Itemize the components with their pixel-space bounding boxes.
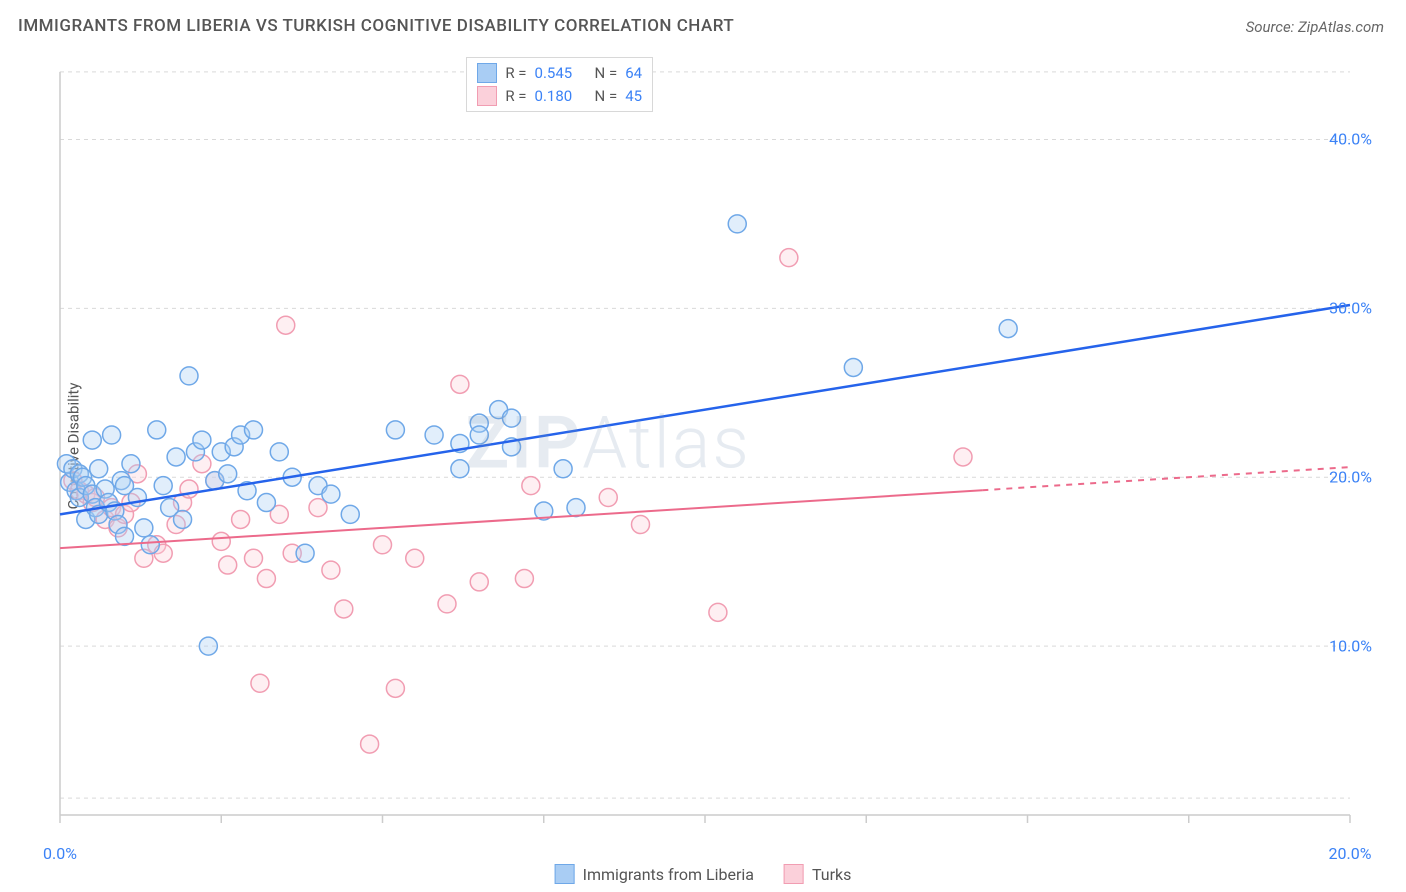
y-tick-label: 40.0%: [1329, 130, 1372, 149]
legend-r-label: R =: [505, 64, 526, 82]
y-tick-label: 10.0%: [1329, 637, 1372, 656]
legend-top: R = 0.545 N = 64 R = 0.180 N = 45: [466, 57, 653, 112]
legend-r-label: R =: [505, 87, 526, 105]
legend-swatch: [477, 86, 497, 106]
legend-top-row: R = 0.545 N = 64: [477, 63, 642, 83]
y-tick-label: 30.0%: [1329, 299, 1372, 318]
y-tick-label: 20.0%: [1329, 468, 1372, 487]
legend-series-name: Turks: [812, 865, 851, 884]
chart-title: IMMIGRANTS FROM LIBERIA VS TURKISH COGNI…: [18, 16, 734, 36]
source-label: Source:: [1246, 18, 1298, 36]
legend-swatch: [784, 864, 804, 884]
chart-container: IMMIGRANTS FROM LIBERIA VS TURKISH COGNI…: [0, 0, 1406, 892]
x-tick-label: 0.0%: [43, 844, 77, 863]
legend-n-value: 45: [625, 87, 642, 105]
legend-series-name: Immigrants from Liberia: [583, 865, 754, 884]
plot-area: ZIPAtlas R =0.545N =64R =0.180N =45 10.0…: [50, 45, 1380, 835]
legend-r-value: 0.545: [535, 64, 587, 82]
legend-n-label: N =: [595, 64, 618, 82]
x-tick-label: 20.0%: [1329, 844, 1372, 863]
legend-swatch: [477, 63, 497, 83]
legend-n-label: N =: [595, 87, 618, 105]
legend-n-value: 64: [625, 64, 642, 82]
legend-swatch: [555, 864, 575, 884]
source-attribution: Source: ZipAtlas.com: [1246, 18, 1384, 36]
legend-bottom: Immigrants from Liberia Turks: [555, 864, 852, 884]
legend-bottom-item: Immigrants from Liberia: [555, 864, 754, 884]
source-value: ZipAtlas.com: [1298, 18, 1384, 36]
legend-bottom-item: Turks: [784, 864, 851, 884]
legend-r-value: 0.180: [535, 87, 587, 105]
chart-svg: [50, 45, 1380, 835]
legend-top-row: R = 0.180 N = 45: [477, 86, 642, 106]
